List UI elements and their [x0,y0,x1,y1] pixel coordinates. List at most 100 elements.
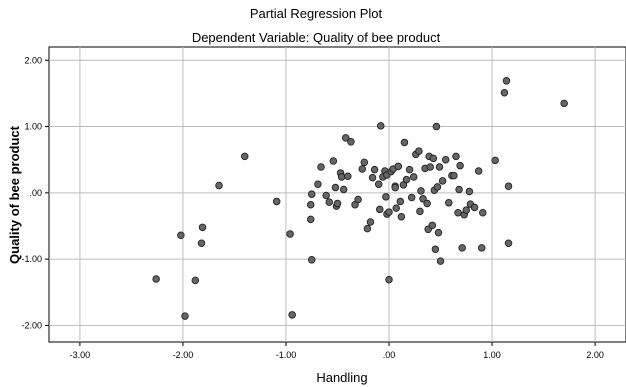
data-point [432,122,441,131]
data-point [329,157,338,165]
data-point [363,224,372,233]
data-point [415,147,423,155]
data-points [152,77,568,320]
data-point [456,161,464,170]
data-point [354,195,362,204]
data-point [402,175,411,184]
grid-lines [49,47,626,342]
axis-ticks: -3.00 -2.00 -1.00 .00 1.00 2.00 -2.00 -1.00 .00 1… [21,55,603,360]
y-tick-label: .00 [29,188,42,198]
data-point [438,177,447,185]
data-point [307,190,316,198]
data-point [306,215,315,224]
data-point [423,199,431,208]
data-point [458,244,466,252]
data-point [470,203,479,212]
y-tick-label: -2.00 [21,320,42,330]
data-point [358,165,366,173]
plot-area [48,46,626,343]
data-point [177,231,185,240]
data-point [478,244,486,252]
y-tick-label: 2.00 [24,55,42,65]
data-point [385,208,393,216]
x-tick-label: -1.00 [276,350,297,360]
data-point [502,77,511,85]
data-point [198,223,207,232]
y-tick-label: -1.00 [21,254,42,264]
x-tick-label: 1.00 [483,350,501,360]
data-point [465,187,474,196]
data-point [197,239,206,247]
data-point [382,193,390,201]
y-axis-label: Quality of bee product [7,125,22,264]
chart-title: Partial Regression Plot [250,6,383,21]
data-point [452,152,460,161]
data-point [416,207,424,216]
data-point [504,182,513,190]
data-point [407,193,416,202]
x-axis-label: Handling [316,370,367,385]
data-point [397,212,406,221]
data-point [360,158,369,167]
chart-subtitle: Dependent Variable: Quality of bee produ… [192,30,441,45]
data-point [431,245,440,253]
data-point [339,185,348,194]
data-point [429,154,438,163]
data-point [272,197,281,206]
data-point [341,134,350,142]
data-point [333,199,342,208]
x-tick-label: .00 [383,350,396,360]
data-point [325,198,334,206]
data-point [374,180,383,188]
data-point [331,183,340,192]
data-point [392,204,400,212]
data-point [385,275,393,284]
data-point [391,183,399,192]
data-point [428,221,437,230]
data-point [181,312,189,320]
data-point [347,138,355,146]
x-tick-label: -2.00 [173,350,194,360]
data-point [462,206,471,214]
data-point [560,99,568,108]
data-point [241,152,249,161]
data-point [474,167,483,175]
data-point [409,173,418,181]
data-point [286,230,294,238]
data-point [215,181,223,190]
data-point [479,208,487,217]
data-point [433,183,442,191]
data-point [405,165,414,174]
data-point [307,256,316,264]
data-point [504,239,513,247]
data-point [368,173,377,182]
data-point [191,276,200,285]
data-point [450,171,458,180]
data-point [377,122,385,130]
data-point [288,311,296,319]
data-point [491,156,499,165]
data-point [454,208,462,217]
data-point [366,218,375,226]
data-point [344,172,352,181]
y-tick-label: 1.00 [24,122,42,132]
data-point [322,191,330,200]
data-point [441,155,450,164]
data-point [419,195,427,203]
data-point [455,185,463,194]
data-point [394,162,403,171]
x-tick-label: -3.00 [70,350,91,360]
data-point [396,197,405,206]
data-point [370,165,379,174]
data-point [435,163,444,171]
data-point [375,205,384,214]
data-point [426,163,434,171]
x-tick-label: 2.00 [586,350,604,360]
data-point [337,173,346,181]
data-point [436,257,445,265]
data-point [434,228,443,237]
data-point [317,163,325,171]
data-point [445,199,453,207]
data-point [400,138,409,147]
